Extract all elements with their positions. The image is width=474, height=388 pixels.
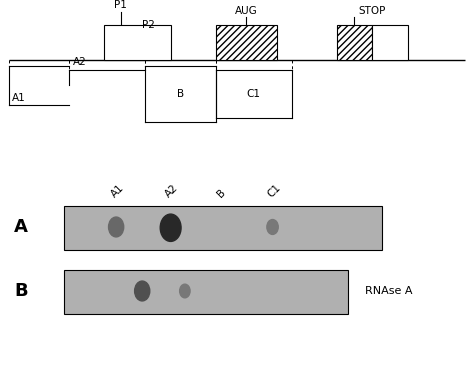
Text: C1: C1 [265, 183, 283, 200]
Bar [104, 25, 171, 60]
Text: A: A [14, 218, 28, 236]
Bar [337, 25, 372, 60]
Text: B: B [216, 188, 228, 200]
Text: B: B [176, 89, 184, 99]
Text: RNAse A: RNAse A [365, 286, 412, 296]
Text: STOP: STOP [358, 5, 386, 16]
Bar [64, 206, 382, 250]
Ellipse shape [109, 217, 124, 237]
Text: P2: P2 [142, 20, 155, 30]
Ellipse shape [180, 284, 190, 298]
Text: A1: A1 [12, 93, 26, 103]
Bar [64, 270, 348, 314]
Text: C1: C1 [246, 89, 261, 99]
Ellipse shape [267, 220, 278, 234]
Text: A2: A2 [73, 57, 86, 67]
Text: B: B [15, 282, 28, 300]
Text: A1: A1 [109, 183, 126, 200]
Bar [372, 25, 408, 60]
Text: P1: P1 [114, 0, 128, 10]
Text: AUG: AUG [235, 5, 258, 16]
Ellipse shape [160, 214, 181, 241]
Ellipse shape [135, 281, 150, 301]
Text: A2: A2 [164, 183, 181, 200]
Bar [216, 25, 277, 60]
